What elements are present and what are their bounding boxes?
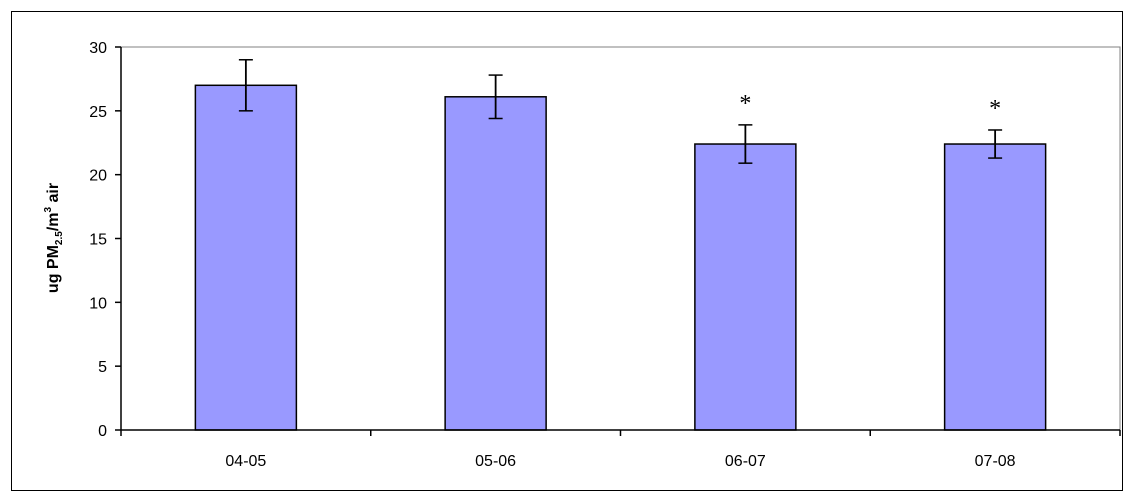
y-tick-label-25: 25	[89, 104, 107, 121]
x-tick-label-05-06: 05-06	[475, 453, 516, 470]
x-ticks: 04-05 05-06 06-07 07-08	[120, 430, 1121, 470]
y-tick-label-0: 0	[98, 423, 107, 440]
x-tick-label-07-08: 07-08	[975, 453, 1016, 470]
significance-mark-07-08: *	[989, 96, 1001, 122]
bar-07-08	[943, 143, 1047, 431]
y-axis-title: ug PM2.5/m3 air	[43, 183, 65, 293]
y-axis-title-subscript: 2.5	[54, 231, 65, 245]
x-tick-label-04-05: 04-05	[225, 453, 266, 470]
significance-mark-06-07: *	[739, 91, 751, 117]
y-tick-label-15: 15	[89, 232, 107, 249]
y-ticks: 0 5 10 15 20 25 30	[89, 40, 121, 440]
y-axis-title-main: ug PM	[45, 245, 62, 293]
y-tick-label-5: 5	[98, 359, 107, 376]
bar-06-07	[694, 143, 797, 431]
error-bars-layer	[238, 59, 1003, 164]
x-tick-label-06-07: 06-07	[725, 453, 766, 470]
y-axis-title-superscript: 3	[43, 207, 54, 213]
bar-04-05	[194, 84, 298, 431]
y-tick-label-10: 10	[89, 295, 107, 312]
y-axis-title-mid: /m	[45, 213, 62, 232]
bar-05-06	[444, 96, 547, 431]
annotations-layer: * *	[739, 91, 1001, 122]
y-tick-label-20: 20	[89, 168, 107, 185]
y-axis-title-tail: air	[45, 183, 62, 207]
y-tick-label-30: 30	[89, 40, 107, 57]
